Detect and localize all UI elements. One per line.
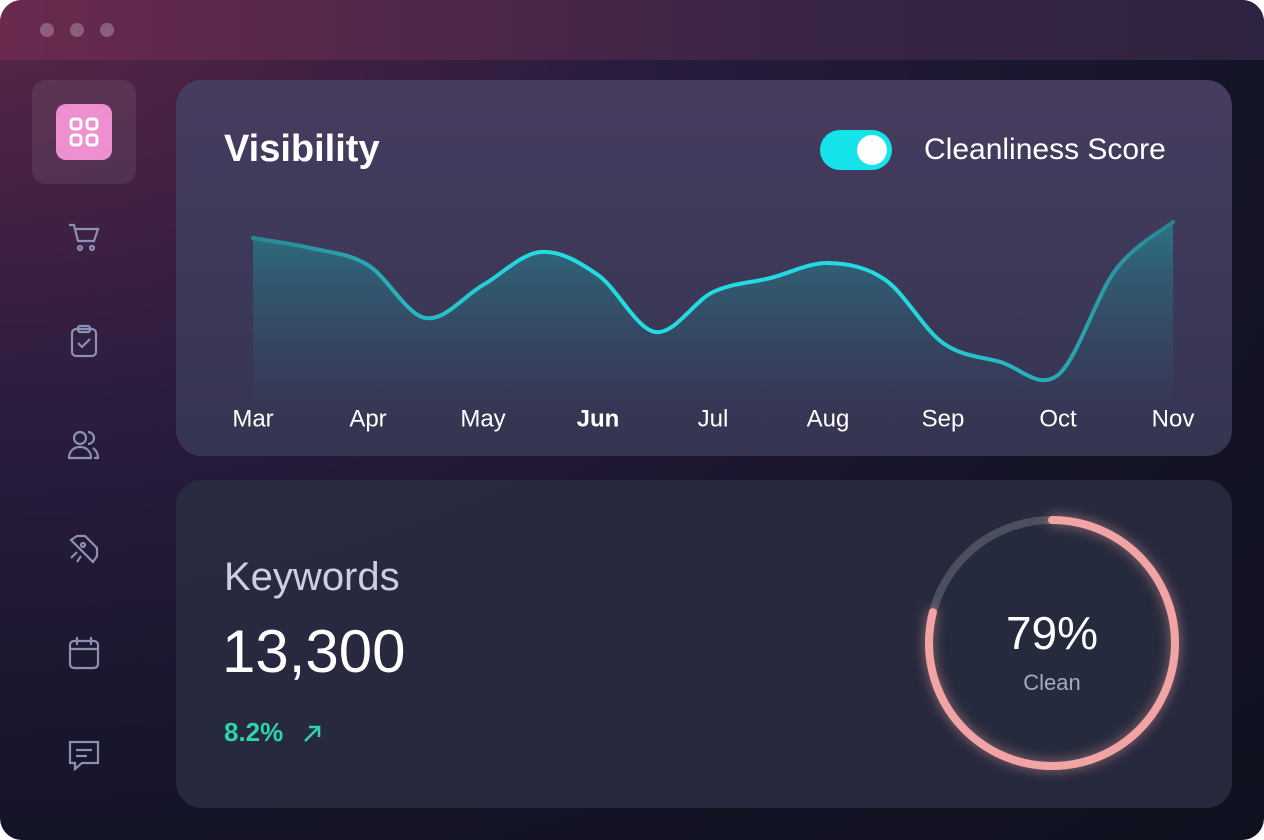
toggle-switch[interactable] [820,130,892,170]
clean-gauge: 79% Clean [925,516,1179,770]
users-icon [67,430,100,460]
message-icon [68,740,100,772]
nav-dashboard[interactable] [32,80,136,184]
x-tick-label: Aug [807,405,850,432]
cart-icon [69,223,100,252]
keywords-card: Keywords 13,300 8.2% 79% Clean [176,480,1232,808]
nav-messages[interactable] [32,703,136,807]
chart-title: Visibility [224,128,380,170]
keywords-change: 8.2% [224,717,284,747]
x-tick-label: Nov [1152,405,1195,432]
line [251,220,1175,383]
gauge-label: Clean [1023,670,1080,695]
gauge-value-label: 79% [1006,607,1098,659]
window-dot[interactable] [70,23,84,37]
keywords-title: Keywords [224,555,400,599]
title-bar [0,0,1264,60]
x-tick-label: Jun [577,405,620,432]
x-tick-label: Apr [349,405,386,432]
x-tick-label: May [460,405,505,432]
tasks-icon [70,324,98,358]
visibility-card: Visibility Cleanliness Score Mar Apr May Ju… [176,80,1232,456]
x-tick-label: Sep [922,405,965,432]
keywords-value: 13,300 [222,618,406,685]
calendar-icon [68,637,100,670]
gauge-arc [925,516,1179,770]
nav-cart[interactable] [32,185,136,289]
nav-tasks[interactable] [32,289,136,393]
nav-users[interactable] [32,393,136,497]
rocket-icon [69,534,99,564]
x-tick-label: Jul [698,405,729,432]
toggle-knob[interactable] [857,135,887,165]
visibility-chart: Visibility Cleanliness Score Mar Apr May Ju… [224,128,1195,432]
toggle-label: Cleanliness Score [924,133,1166,166]
x-tick-label: Oct [1039,405,1077,432]
window-dot[interactable] [40,23,54,37]
dashboard-icon [56,104,112,160]
up-arrow-icon [304,725,321,742]
line-area [253,222,1173,410]
x-tick-label: Mar [232,405,273,432]
nav-calendar[interactable] [32,601,136,705]
window-dot[interactable] [100,23,114,37]
nav-launch[interactable] [32,497,136,601]
